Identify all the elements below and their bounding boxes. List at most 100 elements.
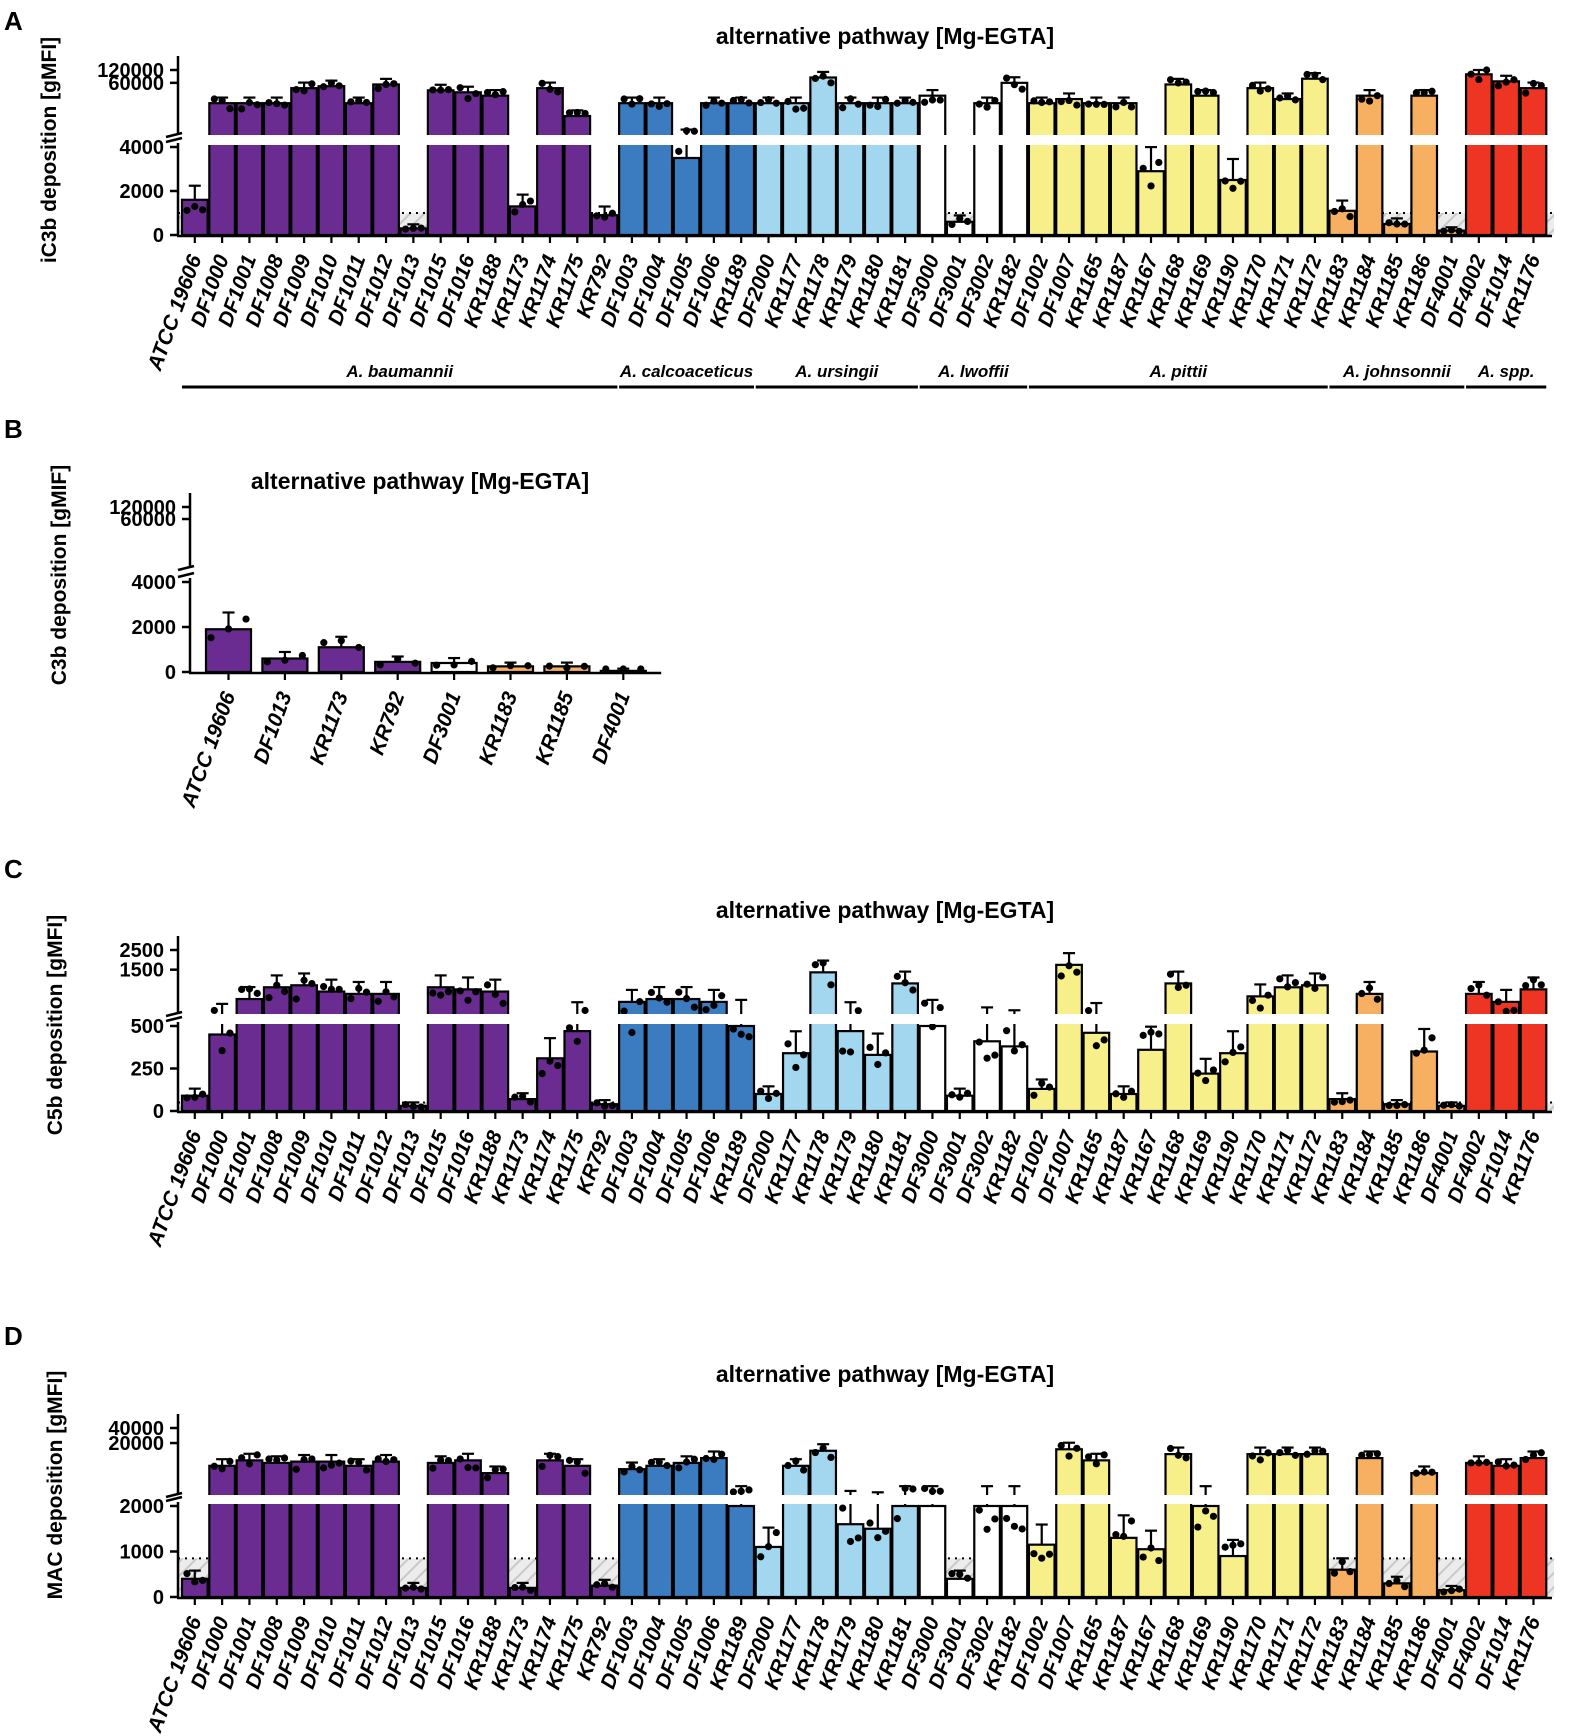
bar [836,1029,865,1113]
data-point [1358,1451,1366,1459]
data-point [437,991,445,999]
bar [481,1472,510,1599]
bar-group [430,656,478,674]
data-point [1112,1531,1120,1539]
data-point [472,90,480,98]
bar-group [1137,1529,1165,1599]
data-point [874,1534,882,1542]
data-point [628,100,636,108]
bar-group [1055,92,1083,237]
data-point [1440,227,1448,235]
data-point [245,1460,254,1468]
data-point [745,99,753,107]
data-point [882,95,890,104]
data-point [1330,1569,1339,1577]
data-point [764,1543,773,1551]
data-point [472,1464,480,1472]
bar [1273,986,1302,1113]
species-labels: A. baumannii A. calcoaceticus A. ursingii A… [182,362,1547,389]
data-point [390,1456,398,1464]
data-point [554,1453,562,1461]
data-point [1256,1004,1264,1012]
data-point [1346,1568,1354,1576]
bar-group [1382,217,1411,237]
data-point [800,1466,808,1474]
data-point [1412,89,1420,97]
data-point [1127,1517,1136,1525]
bar-group [374,655,422,674]
data-point [1202,1076,1210,1085]
data-point [1455,227,1463,235]
data-point [242,615,250,623]
bar [1301,77,1329,237]
bar-group [1109,96,1138,237]
bar-group [973,96,1001,237]
data-point [874,102,882,111]
bar-group [599,665,647,674]
data-point [433,661,441,669]
data-point [593,1581,601,1589]
data-point [1537,81,1545,90]
data-point [854,1007,862,1015]
data-point [1003,74,1011,82]
data-point [444,988,453,996]
data-point [1365,1451,1374,1459]
species-label: A. calcoaceticus [619,362,753,381]
data-point [226,1457,234,1465]
bar-group [1355,88,1384,237]
bar-group [1109,1514,1138,1599]
species-label: A. johnsonnii [1342,362,1452,381]
data-point [1127,1087,1136,1095]
bar-group [536,79,564,237]
bar-group [1355,1450,1384,1599]
data-point [1237,1540,1245,1548]
data-point [839,1504,847,1512]
data-point [647,1458,656,1466]
data-point [983,1054,991,1062]
data-point [983,103,991,111]
data-point [1502,1462,1510,1470]
data-point [636,95,644,103]
x-tick-label: DF1013 [249,689,296,767]
data-point [1483,66,1491,74]
data-point [429,86,437,94]
data-point [280,1454,289,1462]
data-point [429,1464,437,1472]
bar-group [1191,87,1220,237]
bar [891,102,920,237]
data-point [1502,78,1510,86]
data-point [1147,1028,1155,1036]
data-point [280,101,289,109]
data-point [491,1466,499,1474]
data-point [456,1455,464,1463]
data-point [499,1465,507,1473]
data-point [226,1029,234,1037]
data-point [975,1038,983,1046]
data-point [1428,87,1436,95]
bar-group [563,1456,592,1599]
bar-group [1382,1099,1411,1113]
axis-break-band [164,1495,1564,1504]
bar [1137,170,1165,237]
data-point [1100,1036,1108,1044]
bar-group [645,985,674,1113]
data-point [1385,1579,1393,1588]
data-point [1365,97,1374,105]
data-point [253,1451,261,1459]
bar-group [1382,1575,1411,1599]
data-point [1174,1451,1182,1459]
species-label: A. spp. [1477,362,1535,381]
bar [1519,988,1548,1113]
bar-group [754,96,783,237]
data-point [538,79,546,87]
bar-group [208,1457,237,1599]
data-point [1401,1101,1409,1109]
data-point [511,1093,519,1101]
data-point [1155,158,1163,167]
data-point [292,1465,300,1473]
data-point [975,1506,983,1514]
bar-group [1328,1557,1357,1599]
data-point [199,206,207,214]
bar [781,1464,810,1599]
